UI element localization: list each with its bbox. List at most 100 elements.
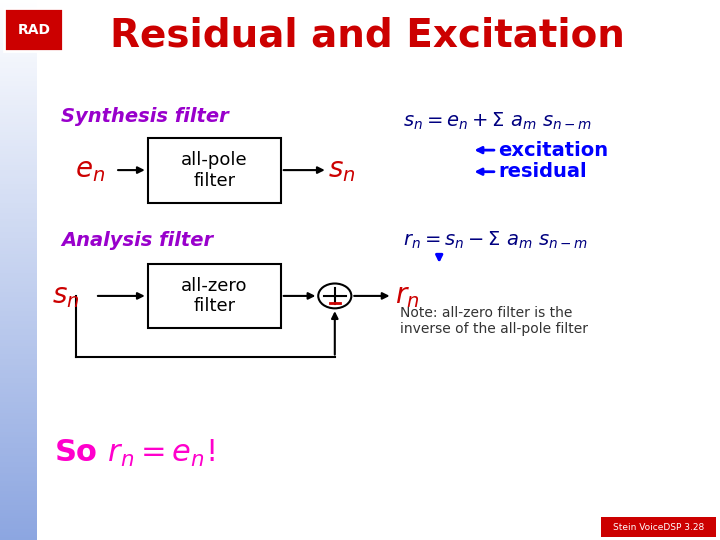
Bar <box>0 30 37 32</box>
Bar <box>0 208 37 211</box>
Bar <box>0 321 37 324</box>
Bar <box>0 483 37 486</box>
Bar <box>0 14 37 16</box>
Bar <box>0 232 37 235</box>
Bar <box>0 516 37 518</box>
Bar <box>0 486 37 489</box>
Bar <box>0 230 37 232</box>
Bar <box>0 173 37 176</box>
Bar <box>0 192 37 194</box>
Bar <box>0 389 37 392</box>
Bar <box>0 281 37 284</box>
Bar <box>0 408 37 410</box>
Bar <box>0 49 37 51</box>
Bar <box>0 513 37 516</box>
Bar <box>0 448 37 451</box>
Bar <box>0 332 37 335</box>
Bar <box>0 327 37 329</box>
Bar <box>0 113 37 116</box>
FancyBboxPatch shape <box>4 8 63 51</box>
Text: $s_n$: $s_n$ <box>328 156 356 184</box>
Bar <box>0 76 37 78</box>
Bar <box>0 454 37 456</box>
Bar <box>0 0 37 3</box>
Bar <box>0 130 37 132</box>
Bar <box>0 462 37 464</box>
Bar <box>0 292 37 294</box>
Bar <box>0 22 37 24</box>
Bar <box>0 362 37 364</box>
Bar <box>0 105 37 108</box>
Bar <box>0 97 37 100</box>
FancyBboxPatch shape <box>601 517 716 537</box>
Bar <box>0 165 37 167</box>
Bar <box>0 176 37 178</box>
Bar <box>0 146 37 148</box>
Bar <box>0 238 37 240</box>
Bar <box>0 24 37 27</box>
Bar <box>0 478 37 481</box>
Bar <box>0 297 37 300</box>
Bar <box>0 532 37 535</box>
Bar <box>0 151 37 154</box>
Bar <box>0 275 37 278</box>
Bar <box>0 19 37 22</box>
Bar <box>0 221 37 224</box>
Bar <box>0 216 37 219</box>
Bar <box>0 38 37 40</box>
Bar <box>0 124 37 127</box>
Bar <box>0 159 37 162</box>
Bar <box>0 189 37 192</box>
Bar <box>0 132 37 135</box>
Bar <box>0 27 37 30</box>
Bar <box>0 338 37 340</box>
Bar <box>0 410 37 413</box>
Circle shape <box>318 284 351 308</box>
Bar <box>0 205 37 208</box>
Bar <box>0 300 37 302</box>
Bar <box>0 429 37 432</box>
Bar <box>0 278 37 281</box>
Bar <box>0 502 37 505</box>
Bar <box>0 219 37 221</box>
Bar <box>0 467 37 470</box>
Bar <box>0 89 37 92</box>
Bar <box>0 443 37 445</box>
Bar <box>0 381 37 383</box>
Bar <box>0 421 37 424</box>
Bar <box>0 356 37 359</box>
Bar <box>0 235 37 238</box>
Bar <box>0 254 37 256</box>
Bar <box>0 184 37 186</box>
Bar <box>0 211 37 213</box>
Bar <box>0 40 37 43</box>
Bar <box>0 383 37 386</box>
Bar <box>0 16 37 19</box>
Bar <box>0 343 37 346</box>
Bar <box>0 459 37 462</box>
Bar <box>0 262 37 265</box>
Text: residual: residual <box>498 162 587 181</box>
Bar <box>0 289 37 292</box>
Bar <box>0 3 37 5</box>
Bar <box>0 68 37 70</box>
Bar <box>0 181 37 184</box>
Bar <box>0 535 37 537</box>
Bar <box>0 305 37 308</box>
Bar <box>0 375 37 378</box>
Text: $s_n = e_n + \Sigma\ a_m\ s_{n-m}$: $s_n = e_n + \Sigma\ a_m\ s_{n-m}$ <box>403 111 593 132</box>
Bar <box>0 138 37 140</box>
Text: $r_n$: $r_n$ <box>395 282 419 310</box>
Bar <box>0 51 37 54</box>
Bar <box>0 284 37 286</box>
Bar <box>0 35 37 38</box>
Bar <box>0 521 37 524</box>
Bar <box>0 273 37 275</box>
Bar <box>0 456 37 459</box>
Bar <box>0 346 37 348</box>
Bar <box>0 432 37 435</box>
Bar <box>0 402 37 405</box>
Bar <box>0 86 37 89</box>
Bar <box>0 472 37 475</box>
Text: excitation: excitation <box>498 140 608 160</box>
